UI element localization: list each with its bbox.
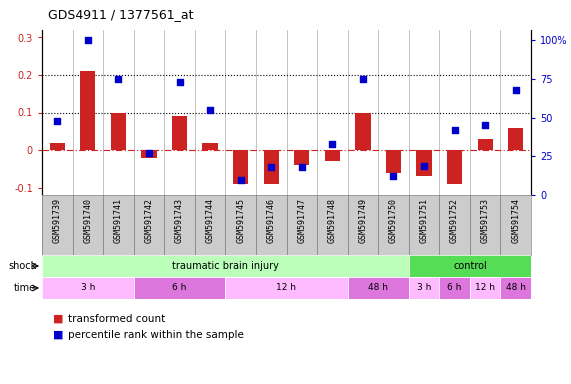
Text: time: time — [14, 283, 37, 293]
Point — [175, 79, 184, 85]
Bar — [447, 150, 463, 184]
Text: GSM591745: GSM591745 — [236, 198, 245, 243]
Point — [144, 150, 154, 156]
Bar — [142, 150, 156, 157]
Bar — [80, 71, 95, 150]
Point — [359, 76, 368, 82]
Point — [53, 118, 62, 124]
Text: GSM591744: GSM591744 — [206, 198, 215, 243]
Point — [511, 87, 520, 93]
Bar — [203, 142, 218, 150]
Text: GSM591748: GSM591748 — [328, 198, 337, 243]
Text: ■: ■ — [54, 330, 67, 340]
Bar — [477, 139, 493, 150]
Text: 48 h: 48 h — [506, 283, 526, 293]
Point — [450, 127, 459, 133]
Bar — [508, 127, 524, 150]
Bar — [50, 142, 65, 150]
Bar — [233, 150, 248, 184]
Text: control: control — [453, 261, 486, 271]
Text: GSM591752: GSM591752 — [450, 198, 459, 243]
Text: percentile rank within the sample: percentile rank within the sample — [68, 330, 244, 340]
Point — [236, 177, 245, 183]
Text: GSM591739: GSM591739 — [53, 198, 62, 243]
Point — [206, 107, 215, 113]
Bar — [172, 116, 187, 150]
Text: 3 h: 3 h — [417, 283, 431, 293]
Bar — [325, 150, 340, 161]
Text: 6 h: 6 h — [172, 283, 187, 293]
Bar — [439, 277, 470, 299]
Bar — [416, 150, 432, 176]
Bar — [42, 277, 134, 299]
Text: traumatic brain injury: traumatic brain injury — [172, 261, 279, 271]
Bar — [470, 277, 500, 299]
Text: GDS4911 / 1377561_at: GDS4911 / 1377561_at — [48, 8, 193, 21]
Bar — [386, 150, 401, 172]
Text: 48 h: 48 h — [368, 283, 388, 293]
Bar — [111, 113, 126, 150]
Point — [83, 37, 93, 43]
Text: 6 h: 6 h — [448, 283, 462, 293]
Bar — [348, 277, 409, 299]
Text: GSM591747: GSM591747 — [297, 198, 306, 243]
Point — [267, 164, 276, 170]
Text: 12 h: 12 h — [276, 283, 296, 293]
Text: GSM591746: GSM591746 — [267, 198, 276, 243]
Bar — [409, 255, 531, 276]
Text: GSM591749: GSM591749 — [359, 198, 367, 243]
Text: GSM591753: GSM591753 — [481, 198, 490, 243]
Bar — [134, 277, 226, 299]
Text: GSM591741: GSM591741 — [114, 198, 123, 243]
Point — [389, 173, 398, 179]
Bar — [500, 277, 531, 299]
Point — [297, 164, 307, 170]
Bar — [264, 150, 279, 184]
Bar — [409, 277, 439, 299]
Text: 3 h: 3 h — [81, 283, 95, 293]
Text: GSM591750: GSM591750 — [389, 198, 398, 243]
Text: ■: ■ — [54, 314, 67, 324]
Text: GSM591754: GSM591754 — [511, 198, 520, 243]
Bar — [226, 277, 348, 299]
Text: GSM591743: GSM591743 — [175, 198, 184, 243]
Text: GSM591751: GSM591751 — [420, 198, 428, 243]
Text: transformed count: transformed count — [68, 314, 165, 324]
Text: GSM591740: GSM591740 — [83, 198, 93, 243]
Text: 12 h: 12 h — [475, 283, 495, 293]
Text: shock: shock — [8, 261, 37, 271]
Bar — [42, 255, 409, 276]
Point — [481, 122, 490, 129]
Point — [114, 76, 123, 82]
Point — [420, 162, 429, 169]
Bar — [355, 113, 371, 150]
Bar — [294, 150, 309, 165]
Text: GSM591742: GSM591742 — [144, 198, 154, 243]
Point — [328, 141, 337, 147]
